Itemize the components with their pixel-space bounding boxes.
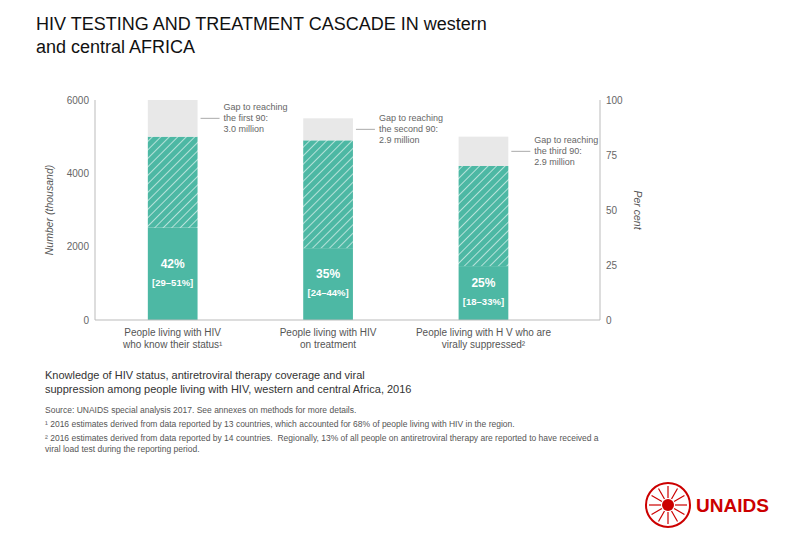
footnote: Source: UNAIDS special analysis 2017. Se… <box>45 405 610 416</box>
x-tick-label: People living with HIVon treatment <box>280 327 377 350</box>
percent-label: 42% <box>161 257 185 271</box>
bar-segment <box>459 137 509 166</box>
bar-segment <box>459 266 509 320</box>
title: HIV TESTING AND TREATMENT CASCADE IN wes… <box>36 14 487 57</box>
footnote: ² 2016 estimates derived from data repor… <box>45 433 610 455</box>
text-line: 2.9 million <box>379 135 420 145</box>
y2-tick-label: 50 <box>606 205 618 216</box>
bar-segment <box>303 140 353 248</box>
y-tick-label: 4000 <box>67 168 90 179</box>
percent-label: 25% <box>471 276 495 290</box>
range-label: [24–44%] <box>307 287 348 298</box>
y2-axis-label: Per cent <box>632 190 644 230</box>
chart: HIV TESTING AND TREATMENT CASCADE IN wes… <box>0 0 810 540</box>
y-tick-label: 2000 <box>67 241 90 252</box>
y-axis-line <box>95 100 96 320</box>
bar-segment <box>303 118 353 140</box>
footnote: ¹ 2016 estimates derived from data repor… <box>45 419 610 430</box>
text-line: Gap to reaching <box>379 113 443 123</box>
text-line: the second 90: <box>379 124 438 134</box>
logo-spoke <box>675 504 687 505</box>
text-line: the third 90: <box>534 146 582 156</box>
x-axis-line <box>95 320 600 321</box>
logo-spoke <box>674 496 684 502</box>
text-line: and central AFRICA <box>36 37 195 57</box>
logo-emblem <box>646 483 690 527</box>
text-line: who know their status¹ <box>122 339 223 350</box>
text-line: on treatment <box>300 339 356 350</box>
y-tick-label: 6000 <box>67 95 90 106</box>
annotation-leader <box>201 118 220 119</box>
range-label: [29–51%] <box>152 277 193 288</box>
y2-tick-label: 100 <box>606 95 623 106</box>
text-line: People living with H V who are <box>416 327 552 338</box>
gap-annotation: Gap to reachingthe second 90:2.9 million <box>379 113 443 145</box>
bar-segment <box>148 100 198 137</box>
bar-segment <box>148 137 198 228</box>
text-line: People living with HIV <box>280 327 377 338</box>
logo-spoke <box>652 496 662 502</box>
logo-spoke <box>659 511 665 521</box>
logo-spoke <box>667 486 668 498</box>
annotation-leader <box>356 129 375 130</box>
text-line: Gap to reaching <box>534 135 598 145</box>
y2-tick-label: 25 <box>606 260 618 271</box>
footnotes: Knowledge of HIV status, antiretroviral … <box>45 368 610 455</box>
caption: Knowledge of HIV status, antiretroviral … <box>45 368 610 396</box>
text-line: virally suppressed² <box>442 339 526 350</box>
x-tick-label: People living with H V who arevirally su… <box>416 327 552 350</box>
bars <box>148 100 508 320</box>
text-line: Gap to reaching <box>224 102 288 112</box>
x-tick-label: People living with HIVwho know their sta… <box>122 327 223 350</box>
y2-tick-label: 75 <box>606 150 618 161</box>
bar-segment <box>303 248 353 320</box>
range-label: [18–33%] <box>463 296 504 307</box>
y-axis-label: Number (thousand) <box>43 165 55 255</box>
logo-text: UNAIDS <box>696 495 769 516</box>
text-line: the first 90: <box>224 113 269 123</box>
gap-annotation: Gap to reachingthe third 90:2.9 million <box>534 135 598 167</box>
text-line: 2.9 million <box>534 157 575 167</box>
logo-spoke <box>652 509 662 515</box>
y-tick-label: 0 <box>83 315 89 326</box>
logo-spoke <box>674 509 684 515</box>
text-line: 3.0 million <box>224 124 265 134</box>
logo-spoke <box>667 512 668 524</box>
logo-spoke <box>659 489 665 499</box>
gap-annotation: Gap to reachingthe first 90:3.0 million <box>224 102 288 134</box>
y2-axis-line <box>600 100 601 320</box>
logo-spoke <box>649 504 661 505</box>
logo-spoke <box>672 489 678 499</box>
logo-center <box>662 499 674 511</box>
text-line: People living with HIV <box>124 327 221 338</box>
y2-tick-label: 0 <box>606 315 612 326</box>
bar-segment <box>148 228 198 320</box>
percent-label: 35% <box>316 267 340 281</box>
logo-ring <box>646 483 690 527</box>
logo-spoke <box>672 511 678 521</box>
text-line: HIV TESTING AND TREATMENT CASCADE IN wes… <box>36 14 487 34</box>
bar-segment <box>459 166 509 266</box>
annotation-leader <box>511 151 530 152</box>
